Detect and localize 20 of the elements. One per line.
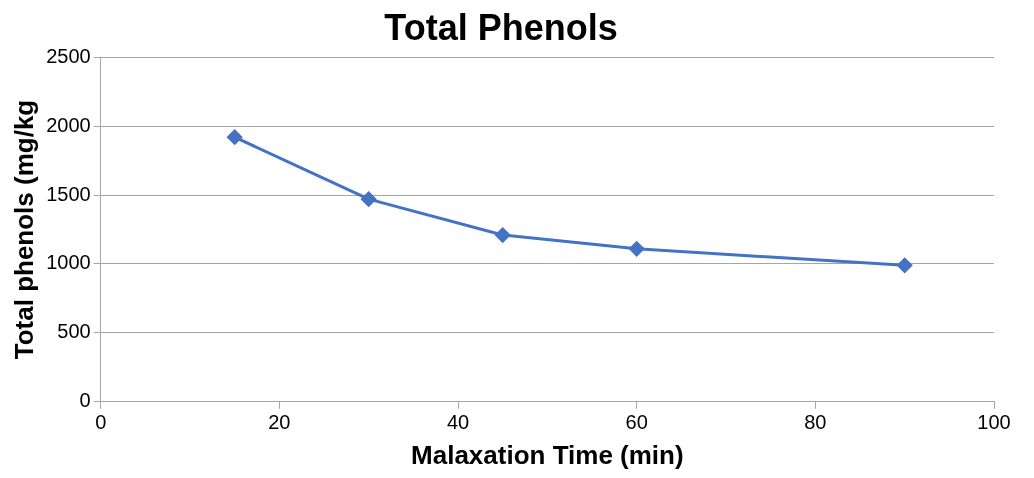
chart-title: Total Phenols (384, 6, 618, 48)
y-tick-label: 2500 (46, 44, 91, 67)
x-tick-label: 40 (446, 411, 470, 434)
x-tick-label: 100 (977, 411, 1011, 434)
x-tick-label: 80 (804, 411, 827, 434)
y-tick-label: 1000 (46, 251, 91, 274)
point (897, 257, 913, 273)
y-axis-title: Total phenols (mg/kg (8, 99, 39, 360)
x-axis-title: Malaxation Time (min) (411, 439, 684, 470)
y-tick-label: 0 (79, 389, 91, 412)
point (227, 129, 243, 145)
x-tick-label: 20 (268, 411, 291, 434)
y-tick-label: 2000 (46, 113, 91, 136)
y-tick-label: 500 (57, 320, 91, 343)
point (629, 241, 645, 257)
x-tick-label: 60 (625, 411, 648, 434)
y-tick-label: 1500 (46, 182, 91, 205)
point (495, 227, 511, 243)
x-tick-label: 0 (95, 411, 107, 434)
point (361, 191, 377, 207)
